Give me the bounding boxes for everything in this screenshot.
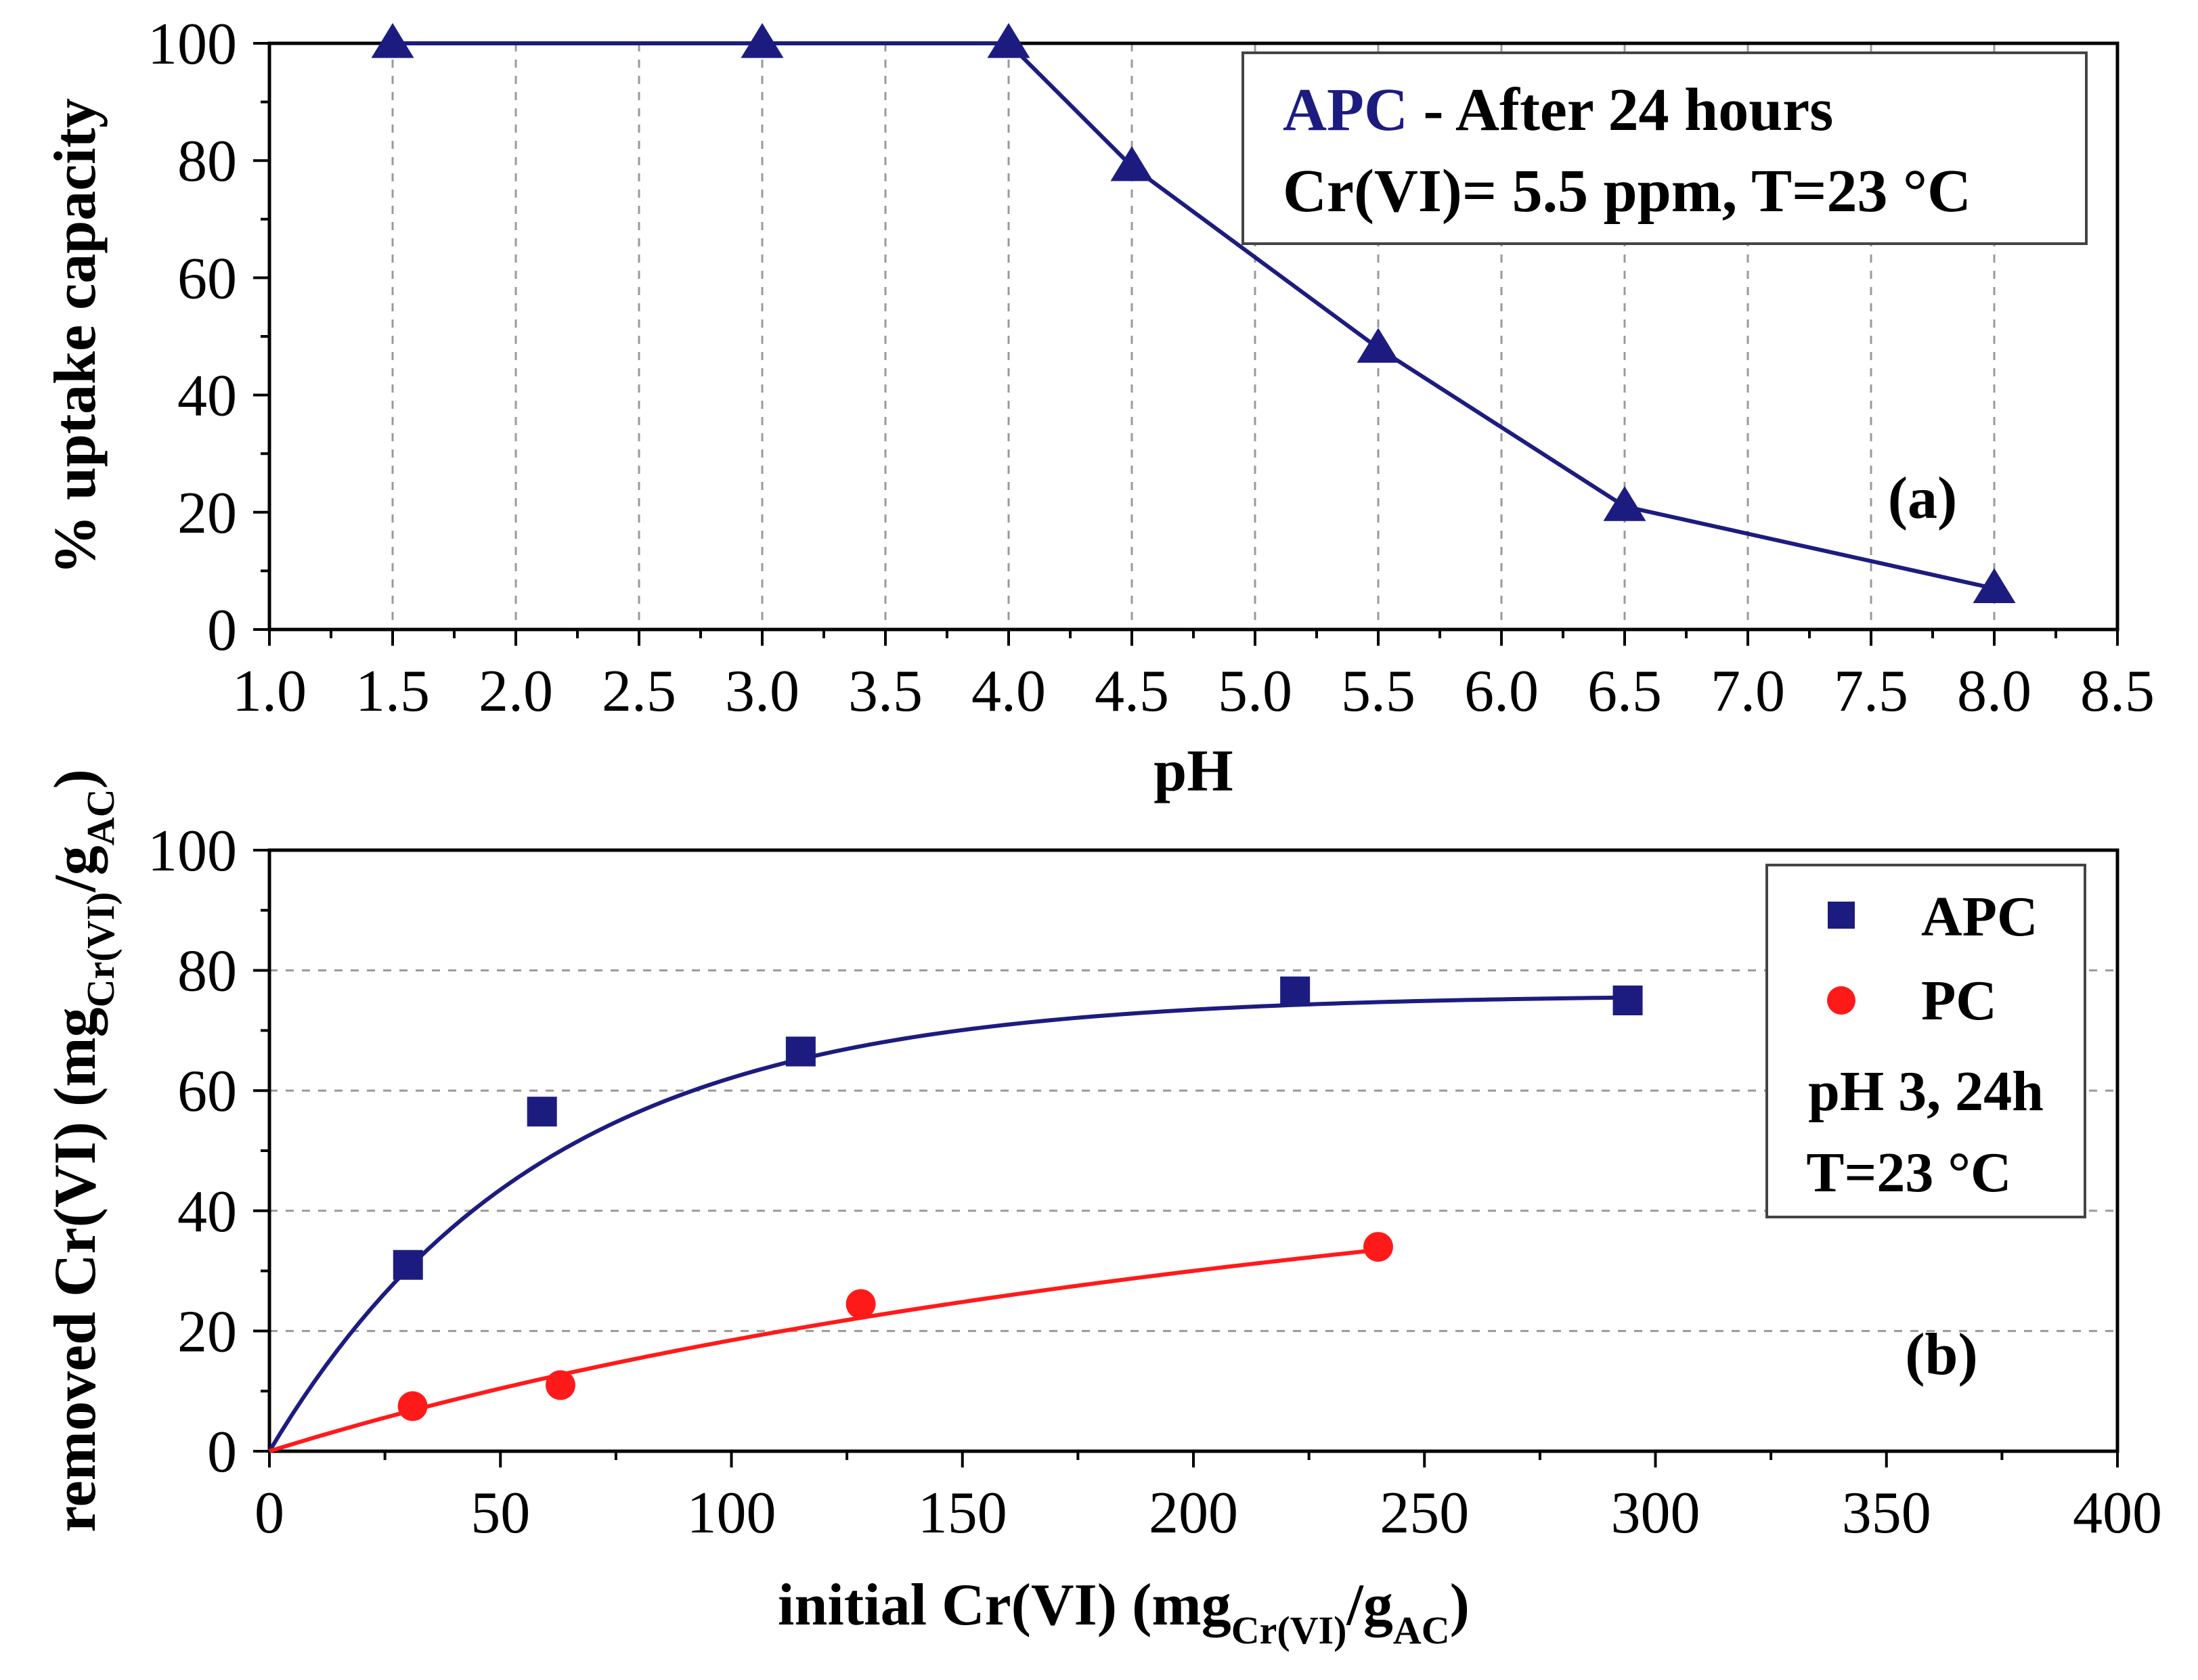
panel-b-ticks [253,849,2119,1467]
panel-a-x-tick-label: 4.5 [1095,659,1169,724]
panel-a-x-tick-label: 3.0 [725,659,799,724]
panel-a-x-tick-label: 6.5 [1587,659,1662,724]
panel-a-y-tick-label: 100 [148,12,237,77]
panel-b-y-tick-label: 60 [177,1059,237,1124]
panel-a-y-tick-label: 20 [177,481,237,546]
panel-b-x-tick-label: 350 [1842,1480,1931,1546]
panel-b-y-axis-title: removed Cr(VI) (mgCr(VI)/gAC) [43,769,123,1532]
panel-a-x-tick-label: 3.5 [848,659,923,724]
panel-b-x-tick-label: 150 [918,1480,1007,1546]
panel-b-legend-conditions-2: T=23 °C [1806,1141,2011,1204]
chart-panel-b: 0 50 100 150 200 250 300 350 400 0 20 40 60 80 100 in… [43,769,2162,1652]
panel-a-y-tick-labels: 0 20 40 60 80 100 [148,12,237,663]
panel-b-y-title-mid: /g [43,845,108,892]
panel-a-legend-line1-rest: - After 24 hours [1408,76,1833,143]
panel-b-y-tick-label: 100 [148,818,237,884]
panel-b-data-point-apc [393,1250,423,1280]
panel-a-x-tick-label: 5.5 [1341,659,1415,724]
panel-a-x-tick-label: 1.0 [232,659,307,724]
panel-a-x-tick-label: 7.0 [1711,659,1785,724]
panel-b-data-point-apc [527,1097,557,1127]
panel-b-x-tick-label: 200 [1149,1480,1238,1546]
panel-b-legend-apc-marker [1828,902,1855,929]
panel-b-x-tick-labels: 0 50 100 150 200 250 300 350 400 [255,1480,2162,1546]
panel-b-x-title-mid: /g [1346,1572,1392,1638]
panel-b-fit-curve-pc [269,1247,1379,1453]
panel-a-x-tick-label: 4.0 [971,659,1046,724]
panel-a-data-point [1603,486,1646,521]
panel-a-data-point [1357,328,1400,363]
panel-a-y-axis-title: % uptake capacity [43,98,108,575]
panel-b-legend-pc-marker [1827,986,1855,1015]
panel-b-x-tick-label: 0 [255,1480,284,1546]
panel-a-legend-box [1241,51,2088,245]
panel-b-x-tick-label: 250 [1380,1480,1469,1546]
chart-panel-a: 1.0 1.5 2.0 2.5 3.0 3.5 4.0 4.5 5.0 5.5 6.0 6.5 7.0 7… [43,12,2155,804]
panel-b-data-point-pc [845,1289,876,1319]
panel-b-y-tick-labels: 0 20 40 60 80 100 [148,818,237,1485]
panel-b-legend-pc-label: PC [1921,969,1997,1032]
panel-a-x-tick-label: 5.0 [1218,659,1292,724]
panel-b-fit-curves [267,995,1628,1453]
panel-a-y-tick-label: 60 [177,246,237,311]
panel-a-legend-line1: APC - After 24 hours [1283,76,1833,143]
panel-a-data-point [741,23,784,58]
panel-a-legend: APC - After 24 hours Cr(VI)= 5.5 ppm, T=… [1241,51,2088,245]
panel-b-x-tick-label: 100 [687,1480,776,1546]
panel-a-legend-series-name: APC [1283,76,1408,143]
panel-b-x-title-main: initial Cr(VI) (mg [778,1572,1231,1638]
panel-b-y-title-sub1: Cr(VI) [79,892,123,1008]
panel-b-data-point-apc [1612,986,1643,1015]
panel-a-x-tick-labels: 1.0 1.5 2.0 2.5 3.0 3.5 4.0 4.5 5.0 5.5 6.0 6.5 7.0 7… [232,659,2155,724]
panel-a-x-tick-label: 8.5 [2080,659,2155,724]
panel-a-series [371,23,2016,603]
panel-b-data-point-pc [397,1391,428,1421]
panel-a-x-tick-label: 6.0 [1464,659,1539,724]
panel-a-data-point [987,23,1030,58]
panel-b-x-title-sub1: Cr(VI) [1231,1608,1347,1652]
panel-b-legend: APC PC pH 3, 24h T=23 °C [1765,864,2086,1218]
panel-a-x-tick-label: 8.0 [1957,659,2031,724]
panel-a-y-tick-label: 80 [177,129,237,194]
panel-a-y-tick-label: 40 [177,363,237,429]
panel-a-data-point [1110,146,1153,181]
panel-b-y-title-sub2: AC [79,789,123,845]
panel-b-y-tick-label: 0 [207,1419,237,1485]
panel-b-legend-box [1765,864,2086,1218]
panel-b-data-point-pc [545,1370,575,1400]
panel-b-y-tick-label: 80 [177,939,237,1004]
panel-a-x-tick-label: 2.0 [479,659,553,724]
panel-b-x-title-sub2: AC [1393,1608,1450,1652]
panel-a-ticks [253,42,2119,646]
panel-a-x-tick-label: 2.5 [602,659,676,724]
panel-b-y-tick-label: 40 [177,1179,237,1245]
panel-a-x-tick-label: 7.5 [1834,659,1908,724]
panel-b-data-point-apc [1280,976,1311,1007]
panel-b-x-title-end: ) [1450,1572,1470,1638]
panel-b-series [393,976,1643,1421]
panel-b-y-tick-label: 20 [177,1299,237,1365]
panel-b-y-title-main: removed Cr(VI) (mg [43,1007,108,1532]
panel-b-x-axis-title: initial Cr(VI) (mgCr(VI)/gAC) [778,1572,1470,1652]
panel-a-legend-line2: Cr(VI)= 5.5 ppm, T=23 °C [1283,158,1971,225]
panel-a-data-point [1973,568,2016,603]
panel-b-legend-conditions-1: pH 3, 24h [1808,1060,2044,1123]
panel-b-x-tick-label: 50 [470,1480,530,1546]
panel-a-data-point [371,23,414,58]
panel-b-data-point-pc [1363,1232,1393,1262]
panel-a-x-axis-title: pH [1153,738,1233,804]
panel-a-y-tick-label: 0 [207,598,237,663]
panel-a-x-tick-label: 1.5 [355,659,430,724]
panel-b-y-title-end: ) [43,769,108,789]
panel-b-x-tick-label: 300 [1611,1480,1700,1546]
panel-b-label: (b) [1905,1322,1978,1388]
panel-b-x-tick-label: 400 [2073,1480,2162,1546]
panel-b-data-point-apc [785,1036,816,1067]
panel-a-label: (a) [1888,466,1958,531]
panel-b-fit-curve-apc [267,995,1628,1453]
panel-b-legend-apc-label: APC [1921,885,2038,948]
